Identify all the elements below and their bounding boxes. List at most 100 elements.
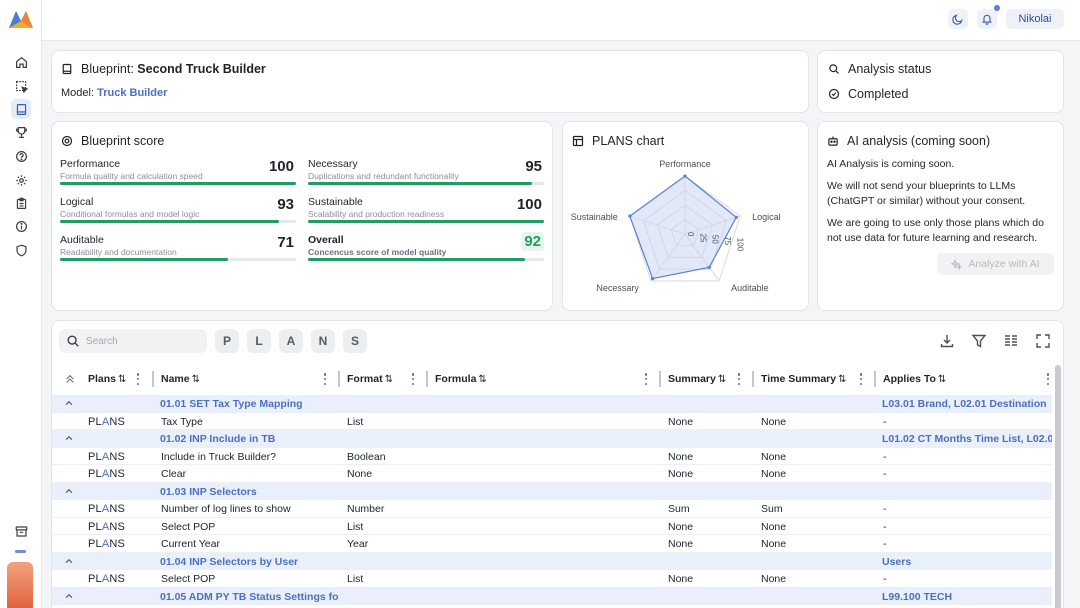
sidebar-item-archive[interactable] xyxy=(11,521,31,541)
column-separator[interactable] xyxy=(752,371,754,387)
chevron-up-icon[interactable] xyxy=(63,556,75,566)
score-bar xyxy=(60,258,296,261)
plan-filter-a[interactable]: A xyxy=(279,329,303,353)
column-menu-icon[interactable] xyxy=(411,373,415,385)
app-logo[interactable] xyxy=(7,8,35,30)
sidebar-item-settings[interactable] xyxy=(11,170,31,190)
model-link[interactable]: Truck Builder xyxy=(97,87,168,99)
sidebar-item-help[interactable] xyxy=(11,146,31,166)
column-separator[interactable] xyxy=(152,371,154,387)
sidebar-item-shield[interactable] xyxy=(11,240,31,260)
sidebar-item-trophy[interactable] xyxy=(11,122,31,142)
column-separator[interactable] xyxy=(874,371,876,387)
column-header-name[interactable]: Name ⇅ xyxy=(161,373,200,385)
row-format: Number xyxy=(347,503,385,515)
blueprint-card: Blueprint: Second Truck Builder Model: T… xyxy=(51,50,809,113)
row-summary: None xyxy=(668,538,694,550)
ai-text-2: We will not send your blueprints to LLMs… xyxy=(827,180,1026,207)
column-header-format[interactable]: Format ⇅ xyxy=(347,373,393,385)
sidebar-item-selection[interactable] xyxy=(11,76,31,96)
plan-filter-l[interactable]: L xyxy=(247,329,271,353)
blueprint-score-title: Blueprint score xyxy=(81,134,165,148)
search-input[interactable] xyxy=(86,335,196,347)
robot-icon xyxy=(828,136,838,146)
search-box[interactable] xyxy=(59,329,207,353)
sidebar-item-clipboard[interactable] xyxy=(11,193,31,213)
table-row[interactable]: PLANS Tax Type List None None - xyxy=(52,413,1052,430)
ai-analysis-title-row: AI analysis (coming soon) xyxy=(827,134,990,148)
column-separator[interactable] xyxy=(426,371,428,387)
columns-button[interactable] xyxy=(999,329,1023,353)
shield-icon xyxy=(15,244,27,256)
download-button[interactable] xyxy=(935,329,959,353)
sidebar-item-info[interactable] xyxy=(11,216,31,236)
radar-tick-label: 100 xyxy=(735,238,744,252)
chevron-up-icon[interactable] xyxy=(63,433,75,443)
chevron-up-icon[interactable] xyxy=(63,486,75,496)
radar-axis-label-logical: Logical xyxy=(752,212,781,222)
avatar[interactable] xyxy=(7,562,33,608)
row-format: Year xyxy=(347,538,369,550)
sidebar-item-home[interactable] xyxy=(11,52,31,72)
column-menu-icon[interactable] xyxy=(737,373,741,385)
plan-filter-n[interactable]: N xyxy=(311,329,335,353)
column-separator[interactable] xyxy=(338,371,340,387)
analysis-status-row: Completed xyxy=(828,87,908,101)
plan-filter-p[interactable]: P xyxy=(215,329,239,353)
column-header-formula[interactable]: Formula ⇅ xyxy=(435,373,487,385)
table-scrollbar[interactable] xyxy=(1055,365,1061,608)
table-row[interactable]: PLANS Number of log lines to show Number Su… xyxy=(52,500,1052,518)
column-header-plans[interactable]: Plans ⇅ xyxy=(88,373,127,385)
plan-filter-s[interactable]: S xyxy=(343,329,367,353)
column-menu-icon[interactable] xyxy=(1046,373,1050,385)
filter-button[interactable] xyxy=(967,329,991,353)
clipboard-icon xyxy=(16,197,26,209)
notification-dot xyxy=(994,5,1000,11)
collapse-all-icon[interactable] xyxy=(64,374,76,384)
column-menu-icon[interactable] xyxy=(136,373,140,385)
row-format: List xyxy=(347,520,364,533)
table-group-row[interactable]: 01.04 INP Selectors by User Users xyxy=(52,552,1052,570)
table-group-row[interactable]: 01.01 SET Tax Type Mapping L03.01 Brand, … xyxy=(52,395,1052,413)
table-row[interactable]: PLANS Select POP List None None - xyxy=(52,570,1052,588)
analyze-with-ai-button[interactable]: Analyze with AI xyxy=(937,253,1054,275)
table-group-row[interactable]: 01.05 ADM PY TB Status Settings fo L99.10… xyxy=(52,587,1052,605)
column-header-time-summary[interactable]: Time Summary ⇅ xyxy=(761,373,847,385)
radar-axis-label-performance: Performance xyxy=(659,159,711,169)
theme-toggle-button[interactable] xyxy=(948,9,968,29)
column-separator[interactable] xyxy=(659,371,661,387)
column-header-summary[interactable]: Summary ⇅ xyxy=(668,373,727,385)
radar-point-sustainable xyxy=(628,214,632,218)
chevron-up-icon[interactable] xyxy=(63,398,75,408)
table-group-row[interactable]: 01.02 INP Include in TB L01.02 CT Months … xyxy=(52,430,1052,448)
blueprint-title-name: Second Truck Builder xyxy=(137,62,266,76)
column-menu-icon[interactable] xyxy=(859,373,863,385)
notifications-button[interactable] xyxy=(977,5,1000,29)
row-applies-to: - xyxy=(883,538,887,550)
sidebar-item-book[interactable] xyxy=(11,99,31,119)
chevron-up-icon[interactable] xyxy=(63,591,75,601)
table-group-row[interactable]: 01.03 INP Selectors xyxy=(52,482,1052,500)
table-row[interactable]: PLANS Include in Truck Builder? Boolean Non… xyxy=(52,448,1052,465)
score-value: 93 xyxy=(277,196,294,213)
ai-text-3: We are going to use only those plans whi… xyxy=(827,217,1044,244)
column-menu-icon[interactable] xyxy=(644,373,648,385)
table-row[interactable]: PLANS Current Year Year None None - xyxy=(52,535,1052,553)
plans-badge: PLANS xyxy=(88,415,126,428)
table-row[interactable]: PLANS Select POP List None None - xyxy=(52,518,1052,535)
row-summary: None xyxy=(668,450,694,463)
row-time-summary: None xyxy=(761,415,787,428)
check-circle-icon xyxy=(828,88,840,100)
fullscreen-button[interactable] xyxy=(1031,329,1055,353)
radar-point-logical xyxy=(734,215,738,219)
user-menu-button[interactable]: Nikolai xyxy=(1006,9,1064,29)
column-menu-icon[interactable] xyxy=(323,373,327,385)
filter-icon xyxy=(971,334,987,348)
table-row[interactable]: PLANS Clear None None None - xyxy=(52,465,1052,483)
row-format: Boolean xyxy=(347,450,386,463)
analyze-with-ai-label: Analyze with AI xyxy=(968,258,1040,270)
analysis-status-value: Completed xyxy=(848,87,909,101)
plans-chart-title-row: PLANS chart xyxy=(572,134,664,148)
column-header-applies-to[interactable]: Applies To ⇅ xyxy=(883,373,947,385)
plans-table-card: PLANS Plans⇅ Name⇅ Format⇅ Formula⇅ Summ… xyxy=(51,320,1064,608)
